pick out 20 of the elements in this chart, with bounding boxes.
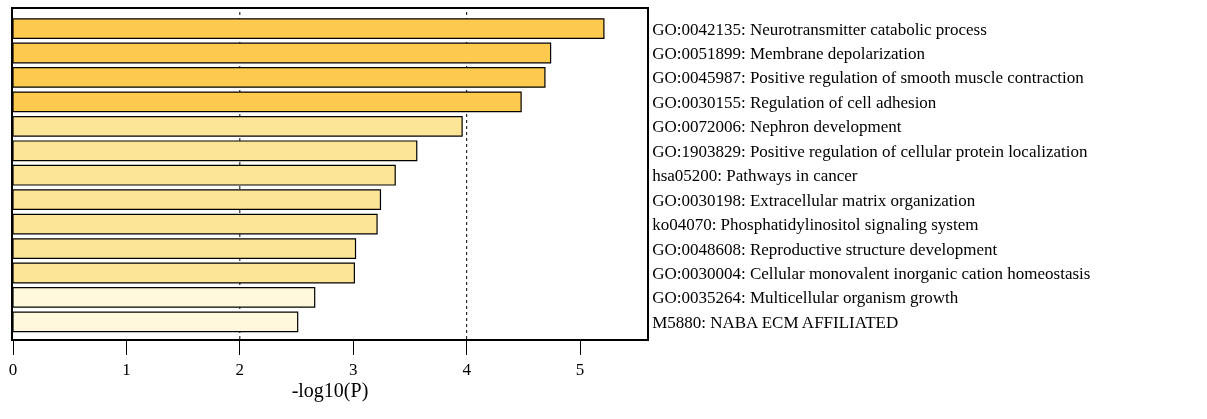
x-tick-label: 0: [8, 360, 18, 380]
x-tick-label: 2: [235, 360, 245, 380]
x-tick-label: 5: [575, 360, 585, 380]
y-tick-label: GO:0042135: Neurotransmitter catabolic process: [652, 19, 987, 39]
y-tick-label: GO:0030004: Cellular monovalent inorganic cation homeostasis: [652, 263, 1091, 283]
x-tick-label: 3: [349, 360, 358, 380]
y-tick-label: GO:0030155: Regulation of cell adhesion: [652, 92, 937, 112]
y-tick-label: hsa05200: Pathways in cancer: [652, 166, 858, 186]
y-tick-label: ko04070: Phosphatidylinositol signaling system: [652, 215, 979, 235]
y-tick-label: GO:0048608: Reproductive structure development: [652, 239, 998, 259]
y-tick-label: M5880: NABA ECM AFFILIATED: [652, 312, 899, 332]
x-tick-label: 1: [122, 360, 131, 380]
x-axis-title: -log10(P): [291, 379, 369, 403]
x-tick-label: 4: [462, 360, 472, 380]
y-tick-label: GO:0072006: Nephron development: [652, 117, 902, 137]
y-tick-label: GO:0051899: Membrane depolarization: [652, 43, 926, 63]
y-tick-label: GO:0030198: Extracellular matrix organization: [652, 190, 976, 210]
y-tick-label: GO:1903829: Positive regulation of cellular protein localization: [652, 141, 1088, 161]
y-tick-label: GO:0035264: Multicellular organism growth: [652, 288, 959, 308]
y-tick-label: GO:0045987: Positive regulation of smooth muscle contraction: [652, 68, 1085, 88]
